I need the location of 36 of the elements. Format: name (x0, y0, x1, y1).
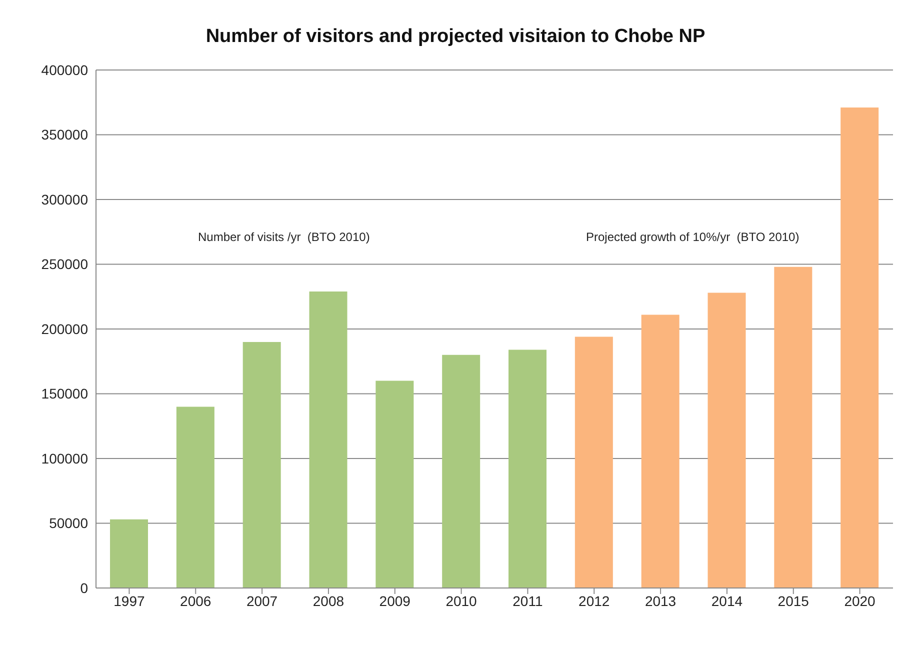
x-tick-label: 2013 (644, 592, 676, 609)
x-tick-label: 2011 (512, 592, 543, 609)
bar (774, 266, 812, 588)
bar (176, 406, 214, 588)
x-tick-label: 2015 (778, 592, 810, 609)
bar (708, 292, 746, 588)
bar (840, 108, 879, 588)
annotation: Number of visits /yr (BTO 2010) (198, 230, 370, 244)
bar (110, 519, 148, 588)
bar (442, 354, 480, 588)
x-tick-label: 2014 (711, 592, 743, 609)
x-tick-label: 2007 (246, 592, 278, 609)
bar (376, 380, 414, 588)
x-tick-label: 2006 (180, 592, 212, 609)
x-tick-label: 1997 (114, 592, 145, 609)
x-tick-label: 2020 (844, 592, 876, 609)
chart-title: Number of visitors and projected visitaion to Chobe NP (204, 26, 706, 48)
bar (508, 350, 546, 588)
x-tick-label: 2010 (446, 592, 478, 609)
x-tick-label: 2009 (379, 592, 411, 609)
bar (309, 291, 348, 588)
y-tick-label: 150000 (41, 386, 88, 402)
y-tick-label: 0 (80, 580, 88, 596)
y-tick-label: 100000 (41, 450, 88, 466)
y-tick-label: 250000 (41, 256, 88, 272)
x-tick-label: 2008 (312, 592, 344, 609)
y-tick-label: 50000 (49, 515, 88, 532)
y-tick-label: 200000 (41, 320, 88, 337)
annotation: Projected growth of 10%/yr (BTO 2010) (586, 230, 800, 244)
bar (242, 342, 281, 588)
bar (641, 314, 680, 588)
y-tick-label: 300000 (41, 191, 88, 208)
x-tick-label: 2012 (578, 592, 610, 609)
y-tick-label: 350000 (41, 126, 88, 143)
y-tick-label: 400000 (41, 62, 88, 78)
bar (574, 336, 613, 588)
